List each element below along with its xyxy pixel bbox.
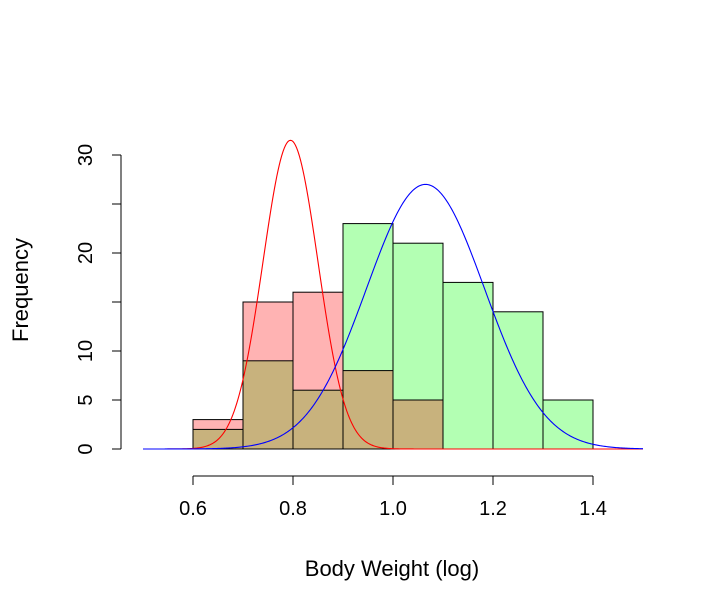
y-axis-title: Frequency bbox=[8, 238, 33, 342]
x-tick-label: 1.4 bbox=[579, 498, 607, 520]
x-tick-label: 0.6 bbox=[179, 498, 207, 520]
histogram-bar bbox=[492, 311, 544, 450]
histogram-bar-overlap bbox=[242, 360, 294, 450]
y-tick-label: 0 bbox=[75, 443, 97, 454]
histogram-bar bbox=[542, 399, 594, 450]
histogram-bars bbox=[192, 223, 594, 450]
normal-curve-1 bbox=[143, 139, 643, 450]
x-axis-title: Body Weight (log) bbox=[305, 556, 479, 581]
y-tick-label: 5 bbox=[75, 394, 97, 405]
x-tick-label: 0.8 bbox=[279, 498, 307, 520]
y-tick-label: 20 bbox=[75, 242, 97, 264]
y-axis: 0 5 10 20 30 bbox=[75, 144, 122, 455]
normal-curve-2 bbox=[143, 183, 644, 450]
x-tick-label: 1.0 bbox=[379, 498, 407, 520]
normal-curves bbox=[143, 139, 644, 450]
y-tick-label: 30 bbox=[75, 144, 97, 166]
histogram-bar-overlap bbox=[342, 370, 394, 450]
histogram-bar-overlap bbox=[392, 399, 444, 450]
y-tick-label: 10 bbox=[75, 340, 97, 362]
x-tick-label: 1.2 bbox=[479, 498, 507, 520]
x-axis: 0.6 0.8 1.0 1.2 1.4 bbox=[179, 475, 607, 520]
histogram-bar bbox=[442, 281, 494, 450]
